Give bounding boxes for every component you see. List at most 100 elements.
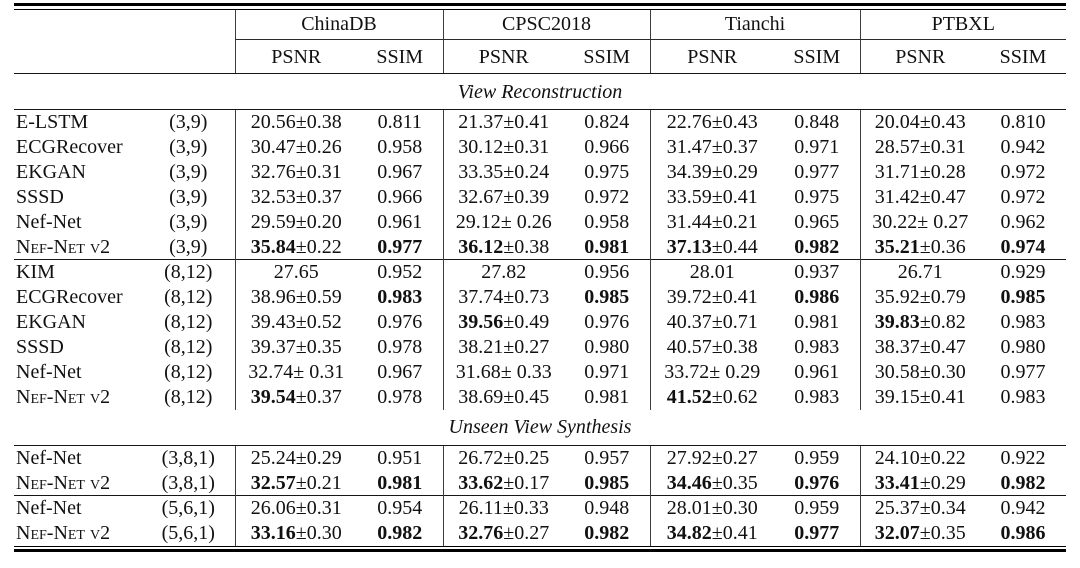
psnr-deviation: ±0.35 [919, 522, 966, 545]
method-cell: Nef-Net [16, 361, 82, 384]
psnr-deviation: ±0.29 [711, 161, 758, 184]
dataset-header-chinadb: ChinaDB [234, 9, 443, 41]
psnr-cell: 22.76±0.43 [649, 109, 774, 135]
ssim-value: 0.957 [584, 447, 630, 470]
psnr-deviation: ±0.47 [919, 186, 966, 209]
ssim-value: 0.974 [1000, 235, 1046, 258]
psnr-cell: 39.15±0.41 [859, 384, 981, 410]
config-cell: (3,9) [169, 211, 208, 234]
config-cell: (8,12) [142, 259, 235, 285]
ssim-value: 0.983 [794, 386, 840, 409]
section-title: Unseen View Synthesis [14, 409, 1067, 447]
ssim-cell: 0.958 [357, 135, 443, 160]
ssim-header: SSIM [774, 39, 861, 75]
method-cell: Nef-Net v2 [16, 471, 111, 494]
ssim-cell: 0.929 [980, 259, 1067, 285]
psnr-value: 32.74 [248, 361, 294, 384]
psnr-deviation: ±0.29 [919, 471, 966, 494]
ssim-value: 0.967 [377, 361, 423, 384]
ssim-value: 0.965 [794, 211, 840, 234]
psnr-deviation: ±0.45 [503, 386, 550, 409]
psnr-deviation: ±0.28 [919, 161, 966, 184]
psnr-value: 32.67 [458, 186, 504, 209]
psnr-value: 30.12 [458, 136, 504, 159]
psnr-cell: 33.41±0.29 [859, 470, 981, 496]
psnr-value: 21.37 [458, 111, 504, 134]
psnr-cell: 34.82±0.41 [649, 520, 774, 546]
psnr-header: PSNR [234, 39, 357, 75]
psnr-cell: 26.72±0.25 [442, 445, 564, 471]
psnr-value: 32.57 [250, 471, 296, 494]
ssim-cell: 0.975 [564, 160, 650, 185]
psnr-value: 20.04 [874, 111, 920, 134]
psnr-deviation: ±0.35 [295, 336, 342, 359]
ssim-cell: 0.966 [357, 185, 443, 210]
psnr-value: 34.82 [666, 522, 712, 545]
psnr-cell: 28.01±0.30 [649, 495, 774, 521]
table-row: Nef-Net (5,6,1) 26.06±0.31 0.954 26.11±0.33 0… [14, 495, 1067, 521]
ssim-cell: 0.985 [564, 471, 650, 496]
psnr-cell: 35.92±0.79 [859, 284, 981, 310]
config-cell: (8,12) [164, 286, 213, 309]
ssim-value: 0.962 [1000, 211, 1046, 234]
psnr-deviation: ±0.31 [295, 497, 342, 520]
psnr-value: 33.59 [666, 186, 712, 209]
ssim-value: 0.980 [1000, 336, 1046, 359]
ssim-value: 0.967 [377, 161, 423, 184]
ssim-value: 0.985 [584, 286, 630, 309]
ssim-cell: 0.974 [980, 235, 1066, 260]
ssim-value: 0.983 [794, 336, 840, 359]
ssim-cell: 0.981 [357, 471, 443, 496]
ssim-value: 0.985 [584, 471, 630, 494]
paper-table-page: ChinaDB CPSC2018 Tianchi PTBXL PSNR SSIM PSNR S… [14, 3, 1067, 552]
ssim-value: 0.972 [1000, 161, 1046, 184]
psnr-value: 25.37 [874, 497, 920, 520]
ssim-value: 0.981 [377, 471, 423, 494]
ssim-cell: 0.956 [564, 259, 650, 285]
ssim-value: 0.972 [584, 186, 630, 209]
psnr-deviation: ± 0.31 [293, 361, 345, 384]
psnr-value: 27.92 [666, 447, 712, 470]
table-row: SSSD (8,12) 39.37±0.35 0.978 38.21±0.27 0.980… [14, 334, 1066, 360]
ssim-value: 0.954 [377, 497, 423, 520]
ssim-value: 0.976 [794, 471, 840, 494]
psnr-deviation: ±0.22 [295, 235, 342, 258]
psnr-value: 39.15 [874, 386, 920, 409]
psnr-value: 38.96 [250, 286, 296, 309]
ssim-cell: 0.954 [357, 495, 443, 521]
ssim-cell: 0.976 [564, 310, 650, 335]
method-cell: Nef-Net [14, 495, 142, 521]
stub-cell [14, 10, 235, 40]
ssim-value: 0.937 [794, 261, 840, 284]
config-cell: (3,9) [169, 235, 208, 258]
psnr-cell: 30.12±0.31 [442, 134, 564, 160]
psnr-cell: 39.43±0.52 [234, 309, 357, 335]
psnr-value: 39.56 [458, 311, 504, 334]
method-cell: ECGRecover [16, 286, 123, 309]
ssim-cell: 0.810 [980, 110, 1066, 135]
method-cell: E-LSTM [16, 111, 89, 134]
psnr-cell: 31.42±0.47 [859, 184, 981, 210]
config-cell: (3,9) [169, 186, 208, 209]
ssim-value: 0.966 [377, 186, 423, 209]
ssim-value: 0.983 [377, 286, 423, 309]
psnr-value: 41.52 [666, 386, 712, 409]
ssim-value: 0.977 [794, 161, 840, 184]
ssim-value: 0.929 [1000, 261, 1046, 284]
psnr-deviation: ± 0.29 [709, 361, 761, 384]
ssim-cell: 0.980 [564, 335, 650, 360]
method-cell: KIM [14, 259, 142, 285]
table-row: SSSD (3,9) 32.53±0.37 0.966 32.67±0.39 0.972 3… [14, 184, 1066, 210]
psnr-deviation: ±0.26 [295, 136, 342, 159]
ssim-value: 0.976 [584, 311, 630, 334]
psnr-value: 27.82 [481, 261, 527, 284]
top-rule-thick [14, 3, 1066, 6]
table-row: EKGAN (3,9) 32.76±0.31 0.967 33.35±0.24 0.975… [14, 159, 1066, 185]
psnr-deviation: ±0.33 [502, 497, 549, 520]
method-cell: EKGAN [16, 311, 86, 334]
config-cell: (3,8,1) [161, 447, 215, 470]
psnr-deviation: ±0.31 [503, 136, 550, 159]
psnr-value: 31.47 [666, 136, 712, 159]
ssim-cell: 0.952 [357, 259, 443, 285]
psnr-value: 28.01 [666, 497, 712, 520]
